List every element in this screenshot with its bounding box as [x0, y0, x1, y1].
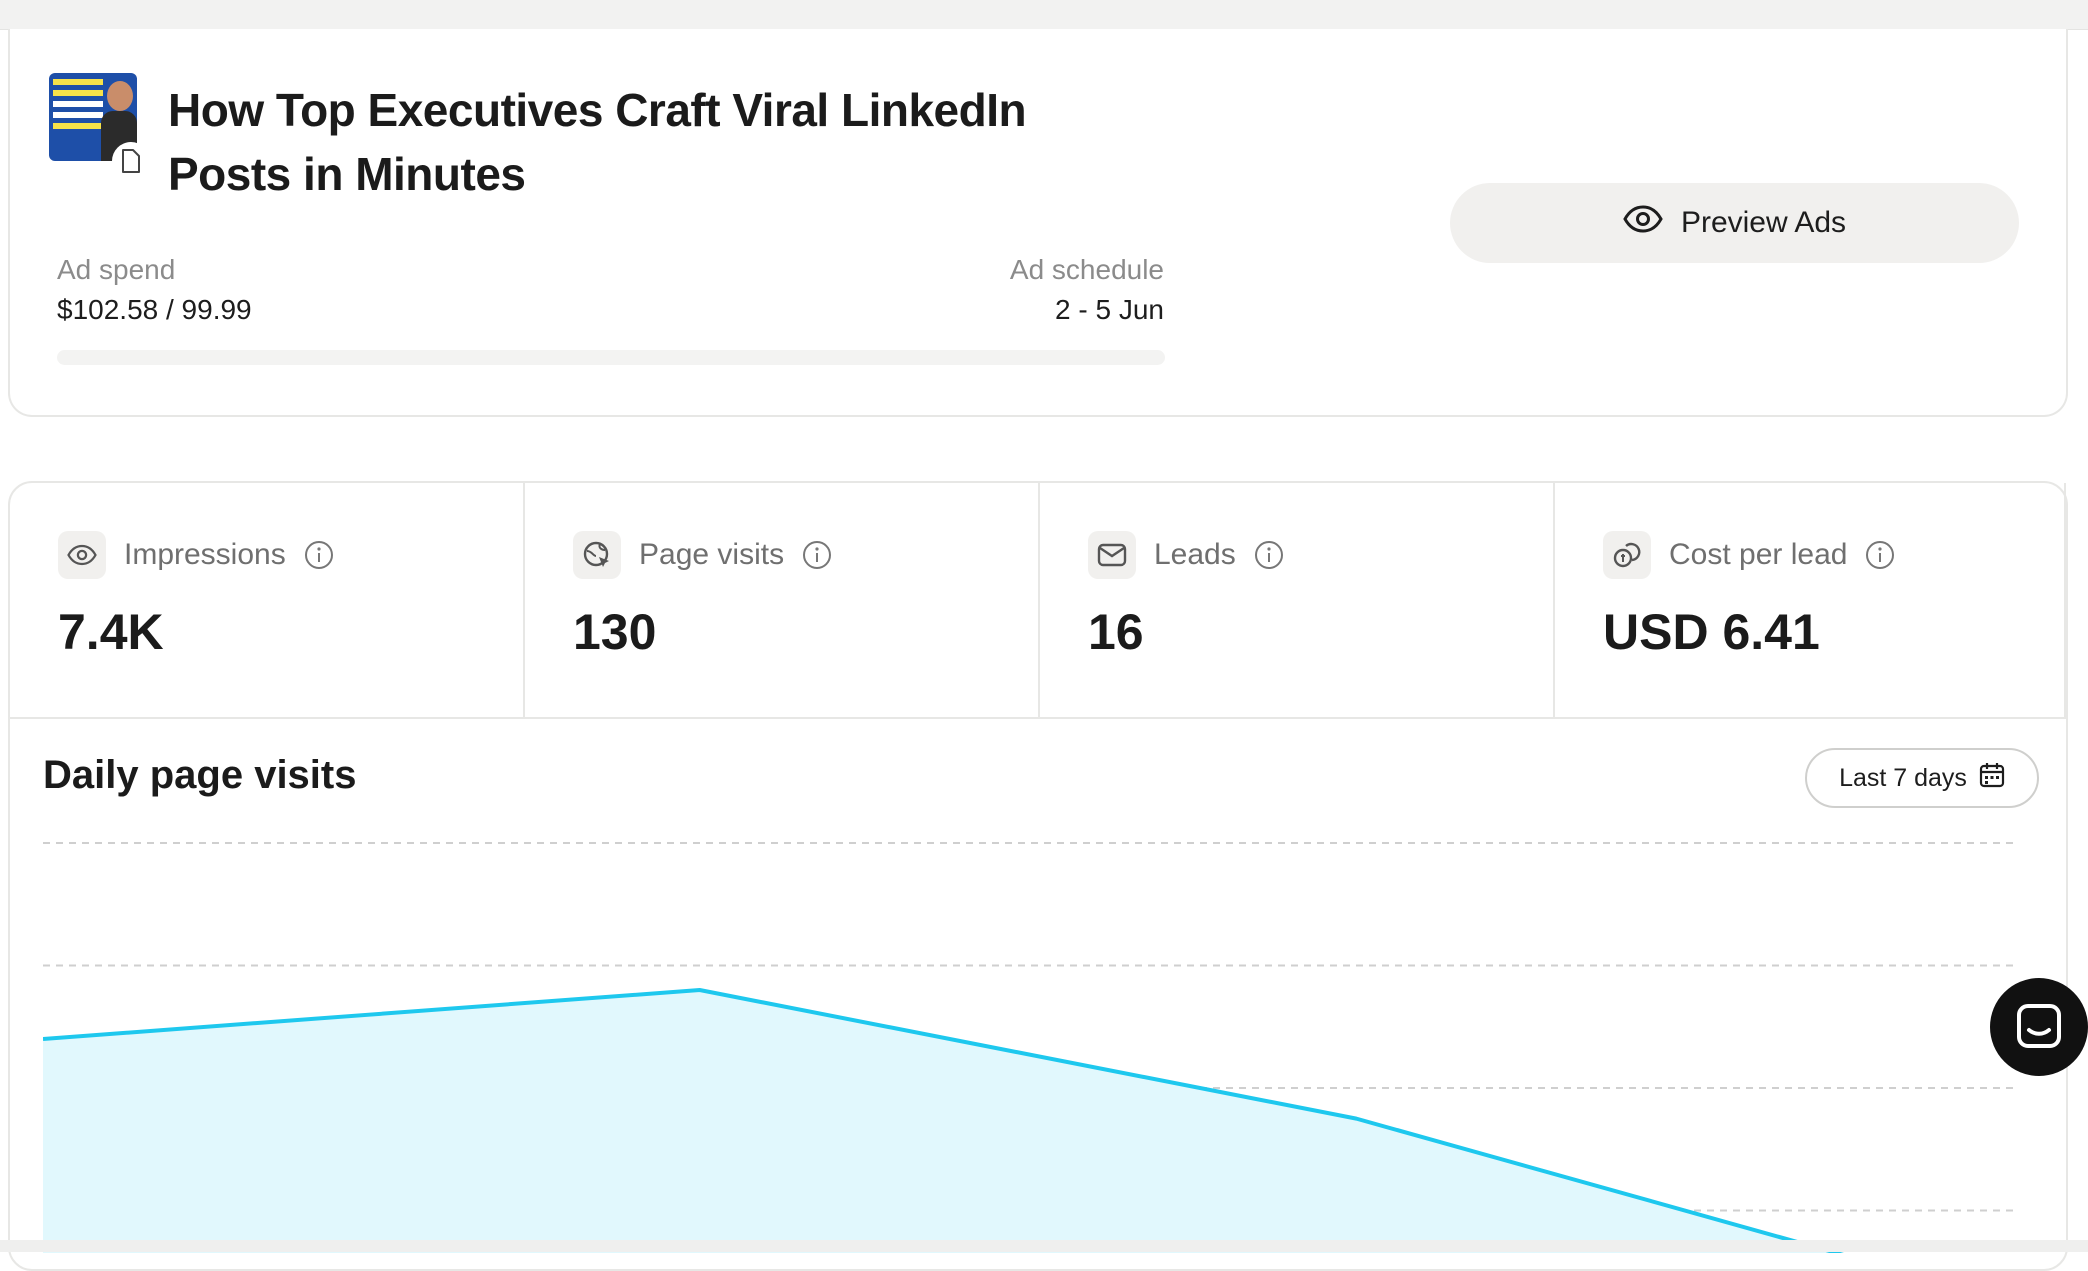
ad-spend-progress-bar	[57, 350, 1165, 365]
document-icon	[112, 142, 150, 180]
ad-schedule-label: Ad schedule	[1009, 254, 1164, 285]
chat-launcher-button[interactable]	[1990, 978, 2088, 1076]
series-area	[43, 990, 2013, 1253]
divider	[10, 717, 2066, 719]
series-line	[43, 988, 1844, 1253]
stat-value: 7.4K	[58, 604, 164, 660]
eye-icon	[58, 531, 106, 579]
coins-icon	[1603, 531, 1651, 579]
stat-value: USD 6.41	[1603, 604, 1820, 660]
info-icon[interactable]	[1865, 540, 1895, 570]
info-icon[interactable]	[1254, 540, 1284, 570]
stat-label: Leads	[1154, 538, 1236, 571]
bottom-edge	[0, 1240, 2088, 1252]
stat-page-visits: Page visits 130	[525, 483, 1040, 717]
stat-leads: Leads 16	[1040, 483, 1555, 717]
top-bar	[0, 0, 2088, 30]
preview-ads-label: Preview Ads	[1680, 206, 1847, 239]
info-icon[interactable]	[802, 540, 832, 570]
calendar-icon	[1979, 762, 2005, 795]
chart-title: Daily page visits	[43, 753, 357, 797]
stat-cost-per-lead: Cost per lead USD 6.41	[1555, 483, 2066, 717]
preview-ads-button[interactable]: Preview Ads	[1450, 183, 2019, 263]
chat-bubble-icon	[2016, 1003, 2062, 1052]
info-icon[interactable]	[304, 540, 334, 570]
daily-page-visits-chart	[43, 842, 2013, 1253]
ad-spend-label: Ad spend	[57, 254, 176, 285]
mail-icon	[1088, 531, 1136, 579]
ad-title: How Top Executives Craft Viral LinkedIn …	[168, 84, 1027, 200]
ad-schedule-value: 2 - 5 Jun	[1055, 294, 1164, 325]
date-range-button[interactable]: Last 7 days	[1805, 748, 2039, 808]
stat-impressions: Impressions 7.4K	[10, 483, 525, 717]
ad-spend-value: $102.58 / 99.99	[57, 294, 252, 325]
performance-card: Impressions 7.4K Page visits 130 Leads	[8, 481, 2068, 1271]
date-range-label: Last 7 days	[1839, 763, 1967, 792]
stat-value: 130	[573, 604, 657, 660]
stat-value: 16	[1088, 604, 1144, 660]
globe-cursor-icon	[573, 531, 621, 579]
stat-label: Page visits	[639, 538, 785, 571]
stat-label: Cost per lead	[1669, 538, 1848, 571]
eye-icon	[1623, 205, 1663, 241]
ad-spend-progress-fill	[57, 350, 1165, 365]
stat-label: Impressions	[124, 538, 286, 571]
